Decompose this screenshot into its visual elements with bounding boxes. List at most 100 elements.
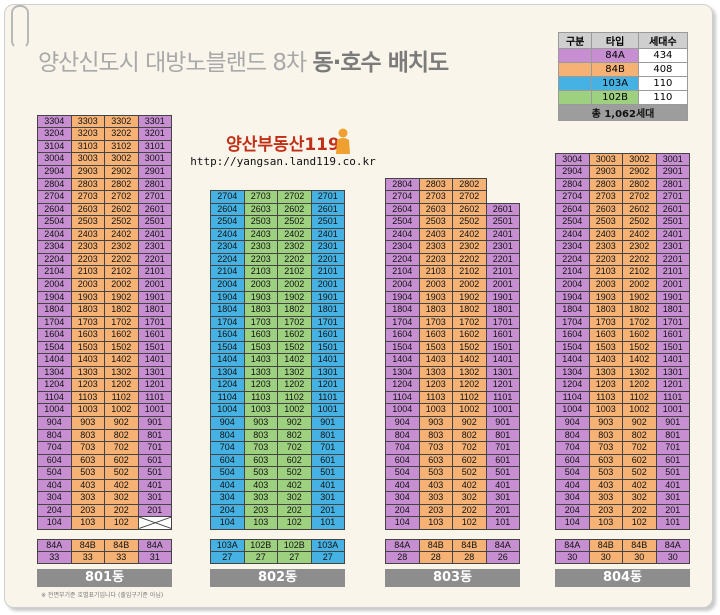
- legend-count: 110: [637, 90, 689, 105]
- floor-row: 104 103 102: [37, 516, 172, 530]
- floor-row: 2504 2503 2502 2501: [210, 215, 345, 229]
- summary-type: 102B: [277, 539, 312, 552]
- floor-row: 2604 2603 2602 2601: [555, 202, 690, 217]
- unit-cell: 601: [655, 453, 690, 468]
- unit-cell: 102: [277, 516, 312, 530]
- floor-row: 2104 2103 2102 2101: [37, 265, 172, 279]
- unit-cell: 1704: [37, 315, 72, 330]
- unit-cell: 1101: [485, 390, 520, 405]
- unit-cell: 1804: [385, 303, 420, 317]
- floor-row: 904 903 902 901: [37, 415, 172, 430]
- floor-row: 204 203 202 201: [37, 503, 172, 518]
- unit-cell: 702: [622, 441, 657, 455]
- unit-cell: 1001: [655, 403, 690, 417]
- summary-type: 84A: [385, 539, 420, 552]
- unit-cell: 1001: [310, 403, 345, 417]
- unit-cell: 602: [452, 453, 487, 468]
- floor-row: 1904 1903 1902 1901: [210, 290, 345, 305]
- legend-total-row: 총 1,062세대: [558, 104, 688, 121]
- unit-cell: 3002: [104, 152, 139, 167]
- floor-row: 1604 1603 1602 1601: [385, 328, 520, 342]
- unit-cell: 2903: [588, 165, 623, 179]
- unit-cell: 601: [485, 453, 520, 468]
- unit-cell: 202: [104, 503, 139, 518]
- summary-count: 30: [588, 551, 623, 564]
- summary-type: 84A: [655, 539, 690, 552]
- unit-cell: 1403: [418, 353, 453, 367]
- unit-cell: 2702: [104, 190, 139, 204]
- unit-cell: 1201: [310, 378, 345, 392]
- unit-cell: 1004: [37, 403, 72, 417]
- unit-cell: 604: [210, 453, 245, 468]
- unit-cell: 1804: [37, 303, 72, 317]
- unit-cell: 1601: [485, 328, 520, 342]
- unit-cell: 1204: [37, 378, 72, 392]
- unit-cell: 102: [452, 516, 487, 530]
- floor-row: 904 903 902 901: [210, 416, 345, 430]
- unit-cell: 1104: [555, 390, 590, 405]
- person-icon: [336, 128, 350, 154]
- unit-cell: 701: [485, 441, 520, 455]
- unit-cell: 2603: [70, 202, 105, 217]
- floor-row: 704 703 702 701: [385, 441, 520, 455]
- unit-cell: 701: [655, 441, 690, 455]
- floor-row: 1704 1703 1702 1701: [385, 315, 520, 330]
- unit-cell: 302: [622, 491, 657, 505]
- unit-cell: 1301: [137, 365, 172, 380]
- floor-row: 1104 1103 1102 1101: [555, 390, 690, 405]
- summary-count: 27: [210, 551, 245, 564]
- unit-cell: 2503: [588, 215, 623, 229]
- unit-cell: 1702: [104, 315, 139, 330]
- unit-cell: 304: [555, 491, 590, 505]
- unit-cell: 2502: [452, 215, 487, 229]
- unit-cell: 304: [385, 491, 420, 505]
- unit-cell: 2501: [655, 215, 690, 229]
- unit-cell: 1503: [243, 340, 278, 355]
- floor-row: 1204 1203 1202 1201: [555, 378, 690, 392]
- unit-cell: 1404: [37, 353, 72, 367]
- unit-cell: 2102: [104, 265, 139, 279]
- floor-row: 2704 2703 2702 2701: [555, 190, 690, 204]
- unit-cell: 2804: [555, 177, 590, 192]
- summary-type: 84B: [622, 539, 657, 552]
- unit-cell: 101: [485, 516, 520, 530]
- unit-cell: 2901: [137, 165, 172, 179]
- unit-cell: 2504: [555, 215, 590, 229]
- unit-cell: 1003: [243, 403, 278, 417]
- unit-cell: 2902: [622, 165, 657, 179]
- unit-cell: 401: [310, 478, 345, 493]
- unit-cell: 2504: [210, 215, 245, 229]
- unit-cell: 202: [277, 503, 312, 518]
- legend-swatch: [557, 62, 593, 77]
- legend-count: 110: [637, 76, 689, 91]
- unit-cell: 1103: [243, 390, 278, 405]
- unit-cell: 1601: [655, 328, 690, 342]
- unit-cell: 3003: [588, 152, 623, 167]
- unit-cell: 2202: [277, 252, 312, 267]
- unit-cell: 401: [137, 478, 172, 493]
- unit-cell: 1504: [555, 340, 590, 355]
- unit-cell: 902: [277, 416, 312, 430]
- floor-row: 504 503 502 501: [385, 466, 520, 480]
- unit-cell: 1503: [70, 340, 105, 355]
- floor-row: 1504 1503 1502 1501: [37, 340, 172, 355]
- unit-cell: 1504: [210, 340, 245, 355]
- legend-swatch: [557, 76, 593, 91]
- unit-cell: 1203: [70, 378, 105, 392]
- unit-cell: 504: [37, 466, 72, 480]
- unit-cell: 3204: [37, 127, 72, 141]
- floor-row: 1204 1203 1202 1201: [37, 378, 172, 392]
- unit-cell: 1004: [555, 403, 590, 417]
- floor-row: 1904 1903 1902 1901: [37, 290, 172, 305]
- unit-cell: 2704: [555, 190, 590, 204]
- unit-cell: 1304: [37, 365, 72, 380]
- floor-row: 2404 2403 2402 2401: [555, 227, 690, 242]
- unit-cell: 2303: [70, 240, 105, 254]
- unit-cell: 903: [418, 416, 453, 430]
- floor-row: 3204 3203 3202 3201: [37, 127, 172, 141]
- floor-row: 104 103 102 101: [385, 516, 520, 530]
- unit-cell: 2002: [452, 277, 487, 292]
- floor-row: 1704 1703 1702 1701: [210, 315, 345, 330]
- unit-cell: 204: [385, 503, 420, 518]
- unit-cell: 2601: [137, 202, 172, 217]
